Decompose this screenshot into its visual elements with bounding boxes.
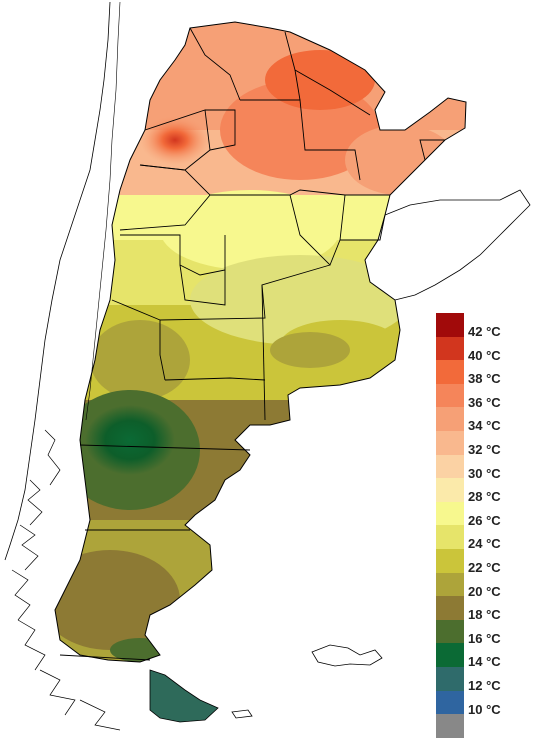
legend-label: 34 °C (468, 418, 501, 434)
argentina-outline (54, 21, 467, 663)
border-lapampa (159, 264, 331, 321)
legend-swatch (436, 430, 464, 455)
legend-label: 40 °C (468, 347, 501, 363)
legend-row (436, 714, 536, 738)
legend-label: 24 °C (468, 536, 501, 552)
legend-label: 38 °C (468, 371, 501, 387)
legend-row: 10 °C (436, 690, 536, 717)
legend-label: 18 °C (468, 607, 501, 623)
hot-core-west (140, 115, 210, 165)
legend-swatch (436, 313, 464, 337)
legend-row: 32 °C (436, 430, 536, 457)
legend-label: 16 °C (468, 630, 501, 646)
legend-row: 40 °C (436, 336, 536, 363)
border-chubut-north (79, 444, 251, 451)
legend-swatch (436, 619, 464, 644)
border-rionegro-north (164, 377, 266, 381)
border-chaco-santiago (240, 99, 361, 181)
border-buenosaires-west (261, 284, 266, 421)
legend-row: 22 °C (436, 548, 536, 575)
legend-label: 12 °C (468, 677, 501, 693)
colder-south (55, 550, 180, 650)
legend-label: 14 °C (468, 654, 501, 670)
legend-label: 36 °C (468, 394, 501, 410)
legend-row: 18 °C (436, 596, 536, 623)
legend-swatch (436, 407, 464, 431)
temperature-legend: 42 °C 40 °C 38 °C 36 °C 34 °C 32 °C 30 °C 28 °C… (436, 313, 536, 738)
legend-swatch (436, 643, 464, 667)
legend-label: 22 °C (468, 559, 501, 575)
legend-swatch (436, 336, 464, 361)
legend-swatch (436, 548, 464, 573)
border-mendoza-neuquen (111, 299, 166, 381)
province-borders (59, 27, 445, 661)
border-tucuman (205, 109, 236, 151)
legend-swatch (436, 525, 464, 549)
border-misiones (419, 139, 445, 161)
border-sanluis (179, 264, 226, 306)
hot-core-north (265, 50, 375, 110)
legend-row: 26 °C (436, 501, 536, 528)
legend-swatch (436, 690, 464, 715)
legend-swatch (436, 666, 464, 691)
legend-label: 20 °C (468, 583, 501, 599)
legend-row: 38 °C (436, 360, 536, 387)
legend-row: 16 °C (436, 619, 536, 646)
border-jujuy-salta (189, 27, 241, 101)
legend-label: 28 °C (468, 489, 501, 505)
tierra-del-fuego (149, 669, 219, 723)
legend-swatch (436, 478, 464, 502)
legend-row: 20 °C (436, 572, 536, 599)
border-santiago-cordoba (210, 189, 390, 196)
mild-center (160, 190, 340, 270)
uruguay-outline (384, 189, 531, 301)
colder-west (90, 320, 190, 400)
andes-border-line (85, 1, 121, 421)
legend-row: 24 °C (436, 525, 536, 552)
legend-row: 42 °C (436, 313, 536, 339)
legend-swatch (436, 714, 464, 738)
legend-row: 12 °C (436, 666, 536, 693)
chile-coastline (4, 1, 111, 561)
legend-label: 26 °C (468, 512, 501, 528)
malvinas-islands (311, 644, 383, 667)
legend-label: 32 °C (468, 441, 501, 457)
legend-swatch (436, 572, 464, 597)
legend-label: 30 °C (468, 465, 501, 481)
border-formosa-chaco (294, 69, 371, 116)
legend-label: 42 °C (468, 324, 501, 339)
legend-row: 28 °C (436, 478, 536, 505)
legend-swatch (436, 383, 464, 408)
legend-swatch (436, 360, 464, 384)
legend-row: 34 °C (436, 407, 536, 434)
chile-fjords (11, 429, 121, 731)
colder-patch-east (270, 332, 350, 368)
legend-row: 36 °C (436, 383, 536, 410)
isla-estados (231, 709, 253, 719)
legend-swatch (436, 596, 464, 620)
legend-row: 30 °C (436, 454, 536, 481)
legend-swatch (436, 501, 464, 526)
legend-label: 10 °C (468, 701, 501, 717)
legend-row: 14 °C (436, 643, 536, 670)
border-santacruz-south (59, 654, 151, 661)
border-sanjuan-mendoza (120, 234, 226, 276)
border-corrientes-entrerios (340, 214, 386, 241)
core-green (85, 405, 175, 475)
legend-swatch (436, 454, 464, 479)
